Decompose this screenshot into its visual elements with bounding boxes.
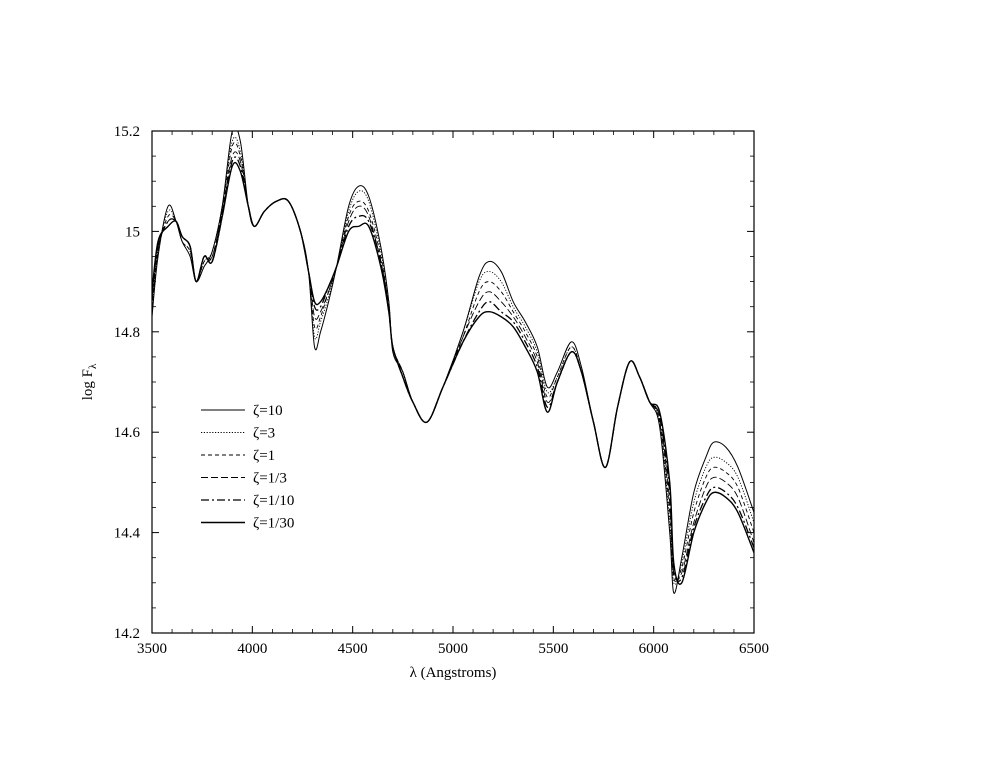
tick-layer: 3500 4000 4500 5000 5500 6000 6500 14.2 14.4 14.6…	[114, 124, 769, 657]
y-tick-label: 15.2	[114, 124, 140, 140]
y-axis-label: log Fλ	[80, 363, 99, 400]
series-line-6	[152, 161, 754, 585]
series-line-5	[152, 156, 754, 582]
series-line-3	[152, 141, 754, 583]
series-line-2	[152, 136, 754, 585]
legend: ζ=10 ζ=3 ζ=1 ζ=1/3 ζ=1/10 ζ=1/30	[201, 403, 294, 532]
x-tick-label: 4500	[338, 641, 368, 657]
y-axis-label-subscript: λ	[87, 363, 99, 369]
y-tick-label: 14.2	[114, 626, 140, 642]
y-tick-label: 14.4	[114, 526, 141, 542]
y-axis-label-main: log F	[80, 369, 96, 400]
legend-label: ζ=1/10	[253, 493, 294, 509]
y-tick-label: 15	[125, 224, 140, 240]
x-tick-label: 6500	[739, 641, 769, 657]
x-tick-label: 3500	[137, 641, 167, 657]
legend-label: ζ=1	[253, 448, 275, 464]
legend-label: ζ=3	[253, 426, 275, 442]
x-tick-label: 6000	[639, 641, 669, 657]
legend-label: ζ=1/3	[253, 471, 287, 487]
y-tick-label: 14.8	[114, 325, 140, 341]
legend-label: ζ=1/30	[253, 516, 294, 532]
series-layer	[152, 131, 754, 594]
x-tick-label: 5500	[538, 641, 568, 657]
x-axis-label: λ (Angstroms)	[410, 665, 497, 681]
x-tick-label: 4000	[237, 641, 267, 657]
x-tick-label: 5000	[438, 641, 468, 657]
y-tick-label: 14.6	[114, 425, 141, 441]
legend-label: ζ=10	[253, 403, 283, 419]
